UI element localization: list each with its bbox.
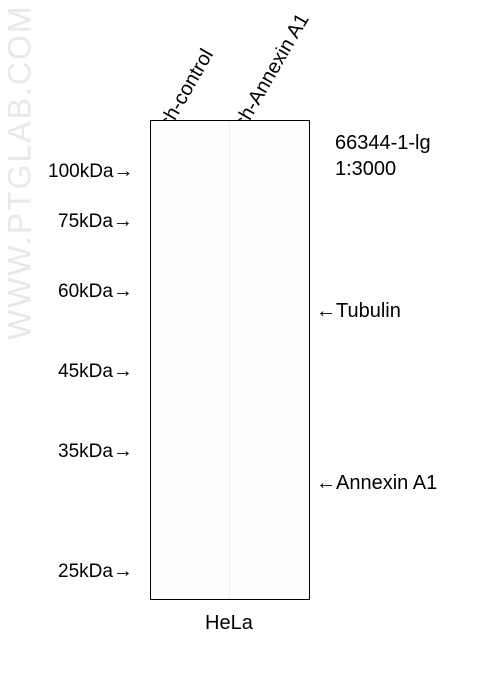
lane-label-1: sh-Annexin A1 (230, 10, 314, 133)
arrow-right-icon: → (113, 440, 133, 463)
antibody-catalog: 66344-1-lg (335, 130, 431, 156)
watermark-text: WWW.PTGLAB.COM (2, 4, 39, 340)
antibody-info: 66344-1-lg 1:3000 (335, 130, 431, 182)
arrow-right-icon: → (114, 160, 134, 183)
arrow-left-icon: ← (316, 300, 336, 323)
blot-membrane (150, 120, 310, 600)
mw-35: 35kDa→ (58, 440, 133, 463)
lane-divider (229, 121, 230, 599)
figure-container: WWW.PTGLAB.COM sh-control sh-Annexin A1 … (0, 0, 500, 680)
arrow-right-icon: → (113, 210, 133, 233)
arrow-right-icon: → (113, 360, 133, 383)
mw-45: 45kDa→ (58, 360, 133, 383)
mw-100: 100kDa→ (48, 160, 134, 183)
arrow-right-icon: → (113, 560, 133, 583)
cell-line-label: HeLa (205, 612, 253, 635)
band-label-tubulin: ←Tubulin (316, 300, 401, 323)
mw-75: 75kDa→ (58, 210, 133, 233)
arrow-right-icon: → (113, 280, 133, 303)
mw-60: 60kDa→ (58, 280, 133, 303)
antibody-dilution: 1:3000 (335, 156, 431, 182)
band-label-annexin: ←Annexin A1 (316, 472, 437, 495)
arrow-left-icon: ← (316, 472, 336, 495)
mw-25: 25kDa→ (58, 560, 133, 583)
